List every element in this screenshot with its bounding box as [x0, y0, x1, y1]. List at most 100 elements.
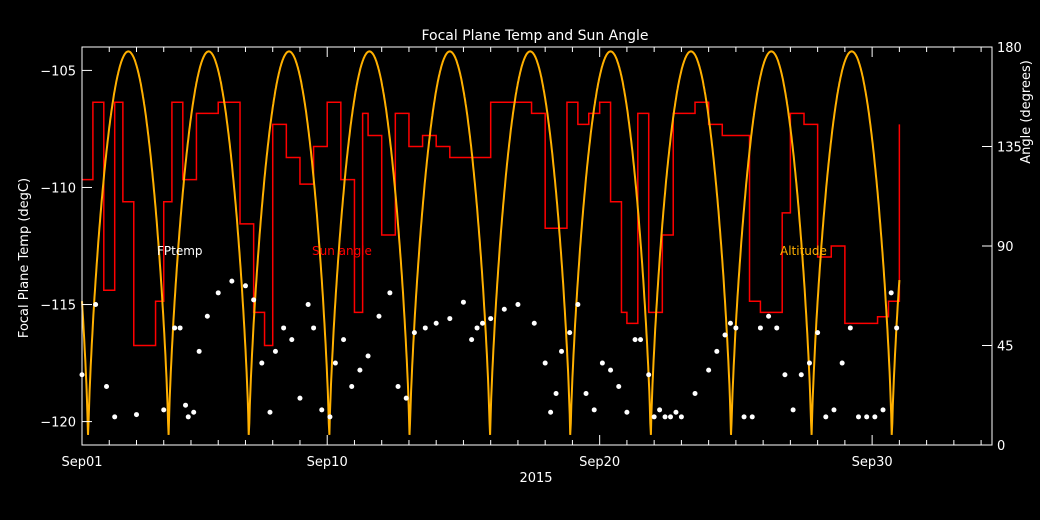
- fptemp-point: [774, 325, 780, 331]
- fptemp-point: [185, 414, 191, 420]
- series-sun-angle: [82, 101, 901, 347]
- y-right-tick-label: 0: [997, 439, 1005, 454]
- legend-altitude: Altitude: [780, 244, 827, 258]
- x-tick-label: Sep20: [579, 455, 620, 470]
- fptemp-point: [638, 337, 644, 343]
- fptemp-point: [727, 320, 733, 326]
- x-tick-label: Sep10: [307, 455, 348, 470]
- legend-sun-angle: Sun angle: [312, 244, 372, 258]
- fptemp-point: [591, 407, 597, 413]
- plot-series: [79, 50, 901, 435]
- fptemp-point: [599, 360, 605, 366]
- right-axis: 0 45 90 135 180: [982, 41, 1022, 454]
- fptemp-point: [422, 325, 428, 331]
- y-right-tick-label: 90: [997, 240, 1014, 255]
- fptemp-point: [515, 302, 521, 308]
- fptemp-point: [411, 330, 417, 336]
- y-right-tick-label: 135: [997, 141, 1022, 156]
- fptemp-point: [341, 337, 347, 343]
- fptemp-point: [357, 367, 363, 373]
- fptemp-point: [319, 407, 325, 413]
- fptemp-point: [403, 395, 409, 401]
- chart-title: Focal Plane Temp and Sun Angle: [421, 28, 648, 44]
- fptemp-point: [332, 360, 338, 366]
- left-axis: −105 −110 −115 −120: [40, 64, 92, 431]
- fptemp-point: [488, 316, 494, 322]
- y-left-tick-label: −115: [40, 299, 76, 314]
- fptemp-point: [365, 353, 371, 359]
- fptemp-point: [289, 337, 295, 343]
- fptemp-point: [855, 414, 861, 420]
- fptemp-point: [133, 412, 139, 418]
- fptemp-point: [104, 383, 110, 389]
- fptemp-point: [251, 297, 257, 303]
- fptemp-point: [662, 414, 668, 420]
- fptemp-point: [161, 407, 167, 413]
- fptemp-point: [531, 320, 537, 326]
- fptemp-point: [215, 290, 221, 296]
- fptemp-point: [327, 414, 333, 420]
- fptemp-point: [741, 414, 747, 420]
- fptemp-point: [272, 348, 278, 354]
- fptemp-point: [311, 325, 317, 331]
- fptemp-point: [847, 325, 853, 331]
- y-axis-left-label: Focal Plane Temp (degC): [17, 178, 32, 338]
- fptemp-point: [888, 290, 894, 296]
- fptemp-point: [864, 414, 870, 420]
- fptemp-point: [305, 302, 311, 308]
- fptemp-point: [673, 409, 679, 415]
- x-axis: Sep01 Sep10 Sep20 Sep30: [61, 47, 982, 470]
- fptemp-point: [447, 316, 453, 322]
- x-tick-label: Sep30: [852, 455, 893, 470]
- fptemp-point: [678, 414, 684, 420]
- fptemp-point: [376, 313, 382, 319]
- fptemp-point: [281, 325, 287, 331]
- y-right-tick-label: 45: [997, 340, 1014, 355]
- y-left-tick-label: −120: [40, 416, 76, 431]
- x-axis-label: 2015: [519, 471, 552, 486]
- fptemp-point: [387, 290, 393, 296]
- fptemp-point: [616, 383, 622, 389]
- fptemp-point: [608, 367, 614, 373]
- fptemp-point: [706, 367, 712, 373]
- y-left-tick-label: −105: [40, 64, 76, 79]
- fptemp-point: [259, 360, 265, 366]
- fptemp-point: [575, 302, 581, 308]
- fptemp-point: [553, 390, 559, 396]
- fptemp-point: [651, 414, 657, 420]
- fptemp-point: [183, 402, 189, 408]
- fptemp-point: [395, 383, 401, 389]
- fptemp-point: [196, 348, 202, 354]
- fptemp-point: [349, 383, 355, 389]
- fptemp-point: [542, 360, 548, 366]
- fptemp-point: [433, 320, 439, 326]
- fptemp-point: [782, 372, 788, 378]
- fptemp-point: [790, 407, 796, 413]
- fptemp-point: [297, 395, 303, 401]
- fptemp-point: [894, 325, 900, 331]
- fptemp-point: [646, 372, 652, 378]
- fptemp-point: [880, 407, 886, 413]
- fptemp-point: [806, 360, 812, 366]
- fptemp-point: [204, 313, 210, 319]
- fptemp-point: [657, 407, 663, 413]
- fptemp-point: [722, 332, 728, 338]
- fptemp-point: [191, 409, 197, 415]
- fptemp-point: [624, 409, 630, 415]
- fptemp-point: [749, 414, 755, 420]
- fptemp-point: [668, 414, 674, 420]
- fptemp-point: [559, 348, 565, 354]
- fptemp-point: [583, 390, 589, 396]
- fptemp-point: [823, 414, 829, 420]
- fptemp-point: [714, 348, 720, 354]
- fptemp-point: [242, 283, 248, 289]
- fptemp-point: [267, 409, 273, 415]
- fptemp-point: [872, 414, 878, 420]
- legend-fptemp: FPtemp: [157, 244, 203, 258]
- fptemp-point: [172, 325, 178, 331]
- fptemp-point: [469, 337, 475, 343]
- fptemp-point: [229, 278, 235, 284]
- fptemp-point: [831, 407, 837, 413]
